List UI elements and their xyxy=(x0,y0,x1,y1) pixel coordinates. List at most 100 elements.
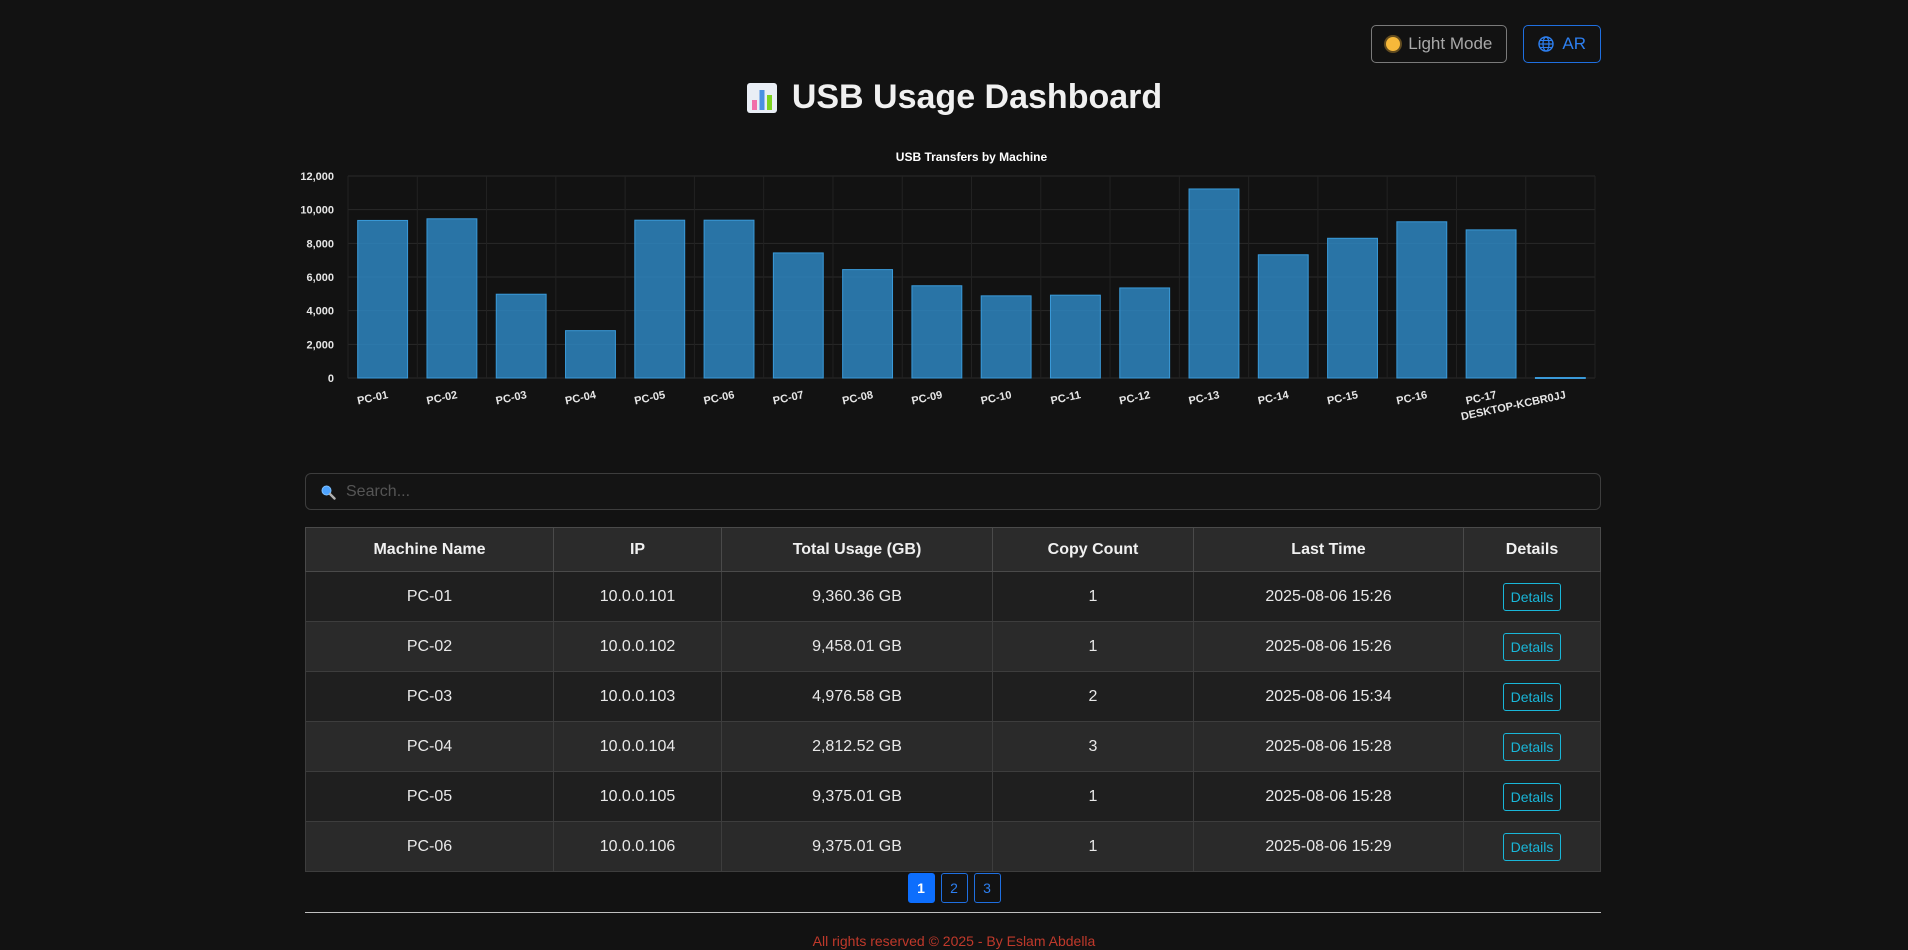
y-tick-label: 12,000 xyxy=(300,171,334,183)
table-row: PC-02 10.0.0.102 9,458.01 GB 1 2025-08-0… xyxy=(305,621,1601,672)
details-button[interactable]: Details xyxy=(1502,782,1562,811)
language-label: AR xyxy=(1562,34,1586,53)
x-tick-label: PC-02 xyxy=(426,389,459,407)
x-tick-label: PC-01 xyxy=(356,389,389,407)
y-tick-label: 10,000 xyxy=(300,205,334,217)
x-tick-label: PC-10 xyxy=(980,389,1013,407)
y-tick-label: 4,000 xyxy=(306,306,334,318)
cell-details: Details xyxy=(1463,771,1601,822)
cell-usage: 4,976.58 GB xyxy=(721,671,993,722)
table-header-row: Machine Name IP Total Usage (GB) Copy Co… xyxy=(305,527,1601,572)
globe-icon xyxy=(1538,36,1555,52)
page-header: USB Usage Dashboard xyxy=(0,78,1908,117)
chart-bar xyxy=(1257,254,1309,379)
sun-icon xyxy=(1386,37,1401,51)
search-box xyxy=(305,473,1601,510)
cell-count: 1 xyxy=(992,821,1194,872)
col-machine-name: Machine Name xyxy=(305,527,554,572)
x-tick-label: PC-14 xyxy=(1257,389,1291,407)
cell-usage: 9,360.36 GB xyxy=(721,571,993,622)
x-tick-label: PC-07 xyxy=(772,389,805,407)
col-details: Details xyxy=(1463,527,1601,572)
chart-bar xyxy=(1465,229,1517,379)
cell-count: 1 xyxy=(992,771,1194,822)
bar-chart-icon xyxy=(746,82,777,113)
x-tick-label: PC-13 xyxy=(1188,389,1221,407)
x-tick-label: PC-05 xyxy=(633,389,666,407)
cell-machine-name: PC-06 xyxy=(305,821,554,872)
cell-machine-name: PC-05 xyxy=(305,771,554,822)
cell-ip: 10.0.0.101 xyxy=(553,571,722,622)
chart-bar xyxy=(1049,294,1101,379)
cell-details: Details xyxy=(1463,721,1601,772)
cell-count: 1 xyxy=(992,621,1194,672)
cell-count: 1 xyxy=(992,571,1194,622)
cell-details: Details xyxy=(1463,821,1601,872)
chart-svg: USB Transfers by Machine 0 2,000 4,000 6,000… xyxy=(300,150,1596,423)
cell-details: Details xyxy=(1463,571,1601,622)
chart-bar xyxy=(703,219,755,379)
x-tick-label: PC-09 xyxy=(910,389,943,407)
footer-divider xyxy=(305,912,1601,913)
x-tick-label: PC-03 xyxy=(495,389,528,407)
table-row: PC-05 10.0.0.105 9,375.01 GB 1 2025-08-0… xyxy=(305,771,1601,822)
language-button[interactable]: AR xyxy=(1523,25,1601,63)
table-row: PC-06 10.0.0.106 9,375.01 GB 1 2025-08-0… xyxy=(305,821,1601,872)
cell-ip: 10.0.0.103 xyxy=(553,671,722,722)
chart-title: USB Transfers by Machine xyxy=(896,150,1048,164)
x-tick-label: PC-04 xyxy=(564,389,598,407)
cell-machine-name: PC-04 xyxy=(305,721,554,772)
cell-count: 2 xyxy=(992,671,1194,722)
cell-last-time: 2025-08-06 15:28 xyxy=(1193,771,1464,822)
cell-last-time: 2025-08-06 15:34 xyxy=(1193,671,1464,722)
usb-transfers-chart: USB Transfers by Machine 0 2,000 4,000 6,000… xyxy=(290,140,1600,450)
x-tick-label: PC-11 xyxy=(1050,389,1082,407)
footer-text: All rights reserved © 2025 - By Eslam Ab… xyxy=(812,933,1096,949)
top-toolbar: Light Mode AR xyxy=(1371,25,1601,63)
chart-bar xyxy=(1534,376,1586,379)
col-copy-count: Copy Count xyxy=(992,527,1194,572)
cell-machine-name: PC-01 xyxy=(305,571,554,622)
details-button[interactable]: Details xyxy=(1502,682,1562,711)
chart-bar xyxy=(357,219,409,379)
cell-usage: 2,812.52 GB xyxy=(721,721,993,772)
cell-usage: 9,375.01 GB xyxy=(721,821,993,872)
chart-bar xyxy=(634,219,686,379)
chart-bar xyxy=(426,218,478,379)
chart-bar xyxy=(980,295,1032,379)
cell-ip: 10.0.0.105 xyxy=(553,771,722,822)
cell-machine-name: PC-02 xyxy=(305,621,554,672)
table-row: PC-04 10.0.0.104 2,812.52 GB 3 2025-08-0… xyxy=(305,721,1601,772)
y-tick-label: 0 xyxy=(328,373,334,385)
page-button-2[interactable]: 2 xyxy=(940,873,968,903)
cell-ip: 10.0.0.104 xyxy=(553,721,722,772)
details-button[interactable]: Details xyxy=(1502,632,1562,661)
cell-last-time: 2025-08-06 15:26 xyxy=(1193,621,1464,672)
cell-ip: 10.0.0.102 xyxy=(553,621,722,672)
x-tick-label: PC-16 xyxy=(1395,389,1428,407)
chart-bar xyxy=(772,252,824,379)
chart-bar xyxy=(842,269,894,379)
search-input[interactable] xyxy=(344,481,1588,502)
chart-bar xyxy=(1327,237,1378,379)
x-tick-label: PC-06 xyxy=(703,389,736,407)
table-row: PC-01 10.0.0.101 9,360.36 GB 1 2025-08-0… xyxy=(305,571,1601,622)
search-icon xyxy=(321,485,336,500)
page-button-1[interactable]: 1 xyxy=(907,873,935,903)
page-button-3[interactable]: 3 xyxy=(973,873,1001,903)
chart-bar xyxy=(1119,287,1171,379)
col-last-time: Last Time xyxy=(1193,527,1464,572)
y-tick-label: 6,000 xyxy=(306,272,334,284)
details-button[interactable]: Details xyxy=(1502,732,1562,761)
table-row: PC-03 10.0.0.103 4,976.58 GB 2 2025-08-0… xyxy=(305,671,1601,722)
light-mode-button[interactable]: Light Mode xyxy=(1371,25,1508,63)
cell-machine-name: PC-03 xyxy=(305,671,554,722)
details-button[interactable]: Details xyxy=(1502,582,1562,611)
chart-bar xyxy=(1396,221,1448,379)
x-tick-label: PC-08 xyxy=(841,389,874,407)
cell-count: 3 xyxy=(992,721,1194,772)
y-tick-label: 8,000 xyxy=(306,238,334,250)
x-tick-label: PC-12 xyxy=(1118,389,1151,407)
pagination: 1 2 3 xyxy=(0,873,1908,903)
details-button[interactable]: Details xyxy=(1502,832,1562,861)
